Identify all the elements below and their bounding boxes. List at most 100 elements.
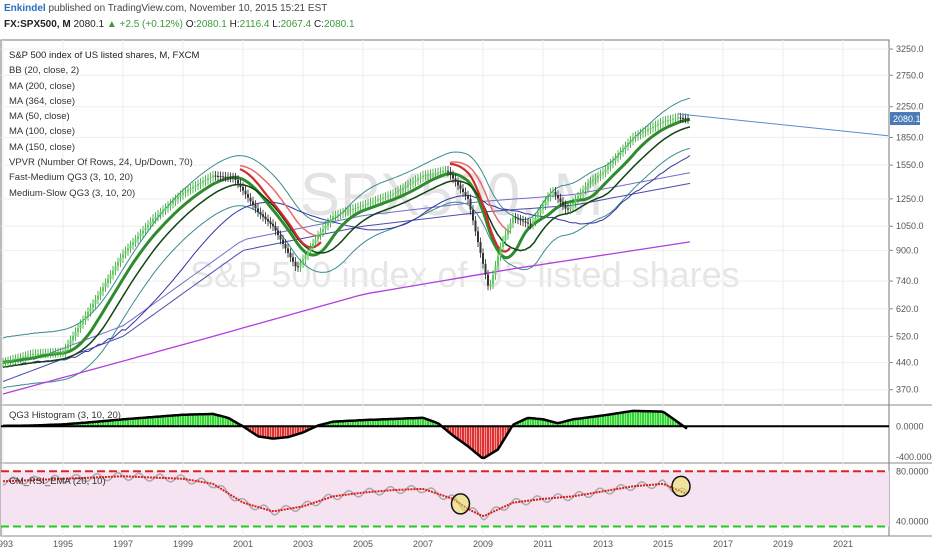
candle-body	[249, 197, 252, 202]
price-axis[interactable]: 370.0 440.0 520.0 620.0 740.0 900.0 1050.0 1250…	[889, 44, 932, 526]
open-label: O:	[185, 19, 197, 30]
histogram-label[interactable]: QG3 Histogram (3, 10, 20)	[9, 410, 121, 421]
candle-body	[502, 240, 504, 248]
candle-body	[139, 233, 142, 237]
legend-item-main[interactable]: S&P 500 index of US listed shares, M, FX…	[9, 50, 200, 61]
legend-item-ma50[interactable]: MA (50, close)	[9, 111, 70, 123]
candle-body	[677, 117, 679, 119]
candle-body	[452, 175, 454, 179]
candle-body	[419, 177, 422, 179]
candle-body	[547, 196, 549, 201]
candle-body	[449, 171, 452, 176]
candle-body	[362, 205, 364, 207]
y-tick-label: 2250.0	[896, 102, 924, 112]
candle-body	[157, 214, 159, 217]
candle-body	[519, 219, 522, 221]
rsi-tick-label: 80.0000	[896, 466, 929, 476]
candle-body	[212, 175, 214, 178]
legend-item-ma200[interactable]: MA (200, close)	[9, 80, 75, 92]
price-pane[interactable]	[2, 97, 889, 395]
published-text: published on TradingView.com, November 1…	[48, 3, 328, 14]
candle-body	[422, 175, 424, 178]
candle-body	[537, 213, 539, 218]
symbol-label[interactable]: FX:SPX500, M	[4, 19, 71, 30]
candle-body	[199, 182, 202, 185]
y-tick-label: 370.0	[896, 385, 919, 395]
candle-body	[287, 248, 289, 253]
candle-body	[462, 188, 464, 193]
legend-item-ma150[interactable]: MA (150, close)	[9, 141, 75, 153]
candle-body	[459, 185, 462, 189]
candle-body	[89, 307, 92, 312]
candle-body	[504, 234, 507, 241]
histogram-pane[interactable]	[1, 409, 889, 460]
trend-line	[677, 113, 889, 137]
x-tick-label: 2019	[773, 539, 793, 549]
candle-body	[209, 177, 212, 179]
legend-item-ma364[interactable]: MA (364, close)	[9, 95, 75, 107]
legend-item-medium-slow[interactable]: Medium-Slow QG3 (3, 10, 20)	[9, 187, 136, 199]
candle-body	[447, 170, 449, 172]
candle-body	[204, 179, 207, 182]
candle-body	[652, 126, 654, 129]
time-axis[interactable]: 1993 1995 1997 1999 2001 2003 2005 2007 2009 2011…	[0, 539, 853, 549]
x-tick-label: 2001	[233, 539, 253, 549]
candle-body	[104, 283, 107, 288]
candle-body	[272, 223, 274, 227]
candle-body	[177, 197, 179, 200]
rsi-pane[interactable]	[1, 470, 889, 528]
candle-body	[154, 216, 157, 219]
candle-body	[142, 230, 144, 234]
candle-body	[404, 186, 407, 188]
candle-body	[584, 186, 587, 190]
candle-body	[49, 352, 52, 354]
candle-body	[632, 137, 634, 141]
x-tick-label: 2015	[653, 539, 673, 549]
candle-body	[232, 177, 234, 179]
candle-body	[72, 336, 74, 341]
high-value: 2116.4	[239, 19, 270, 30]
ma-navy-line	[17, 155, 691, 366]
candle-body	[34, 353, 37, 355]
candle-body	[257, 208, 259, 212]
legend-item-bb[interactable]: BB (20, close, 2)	[9, 65, 80, 77]
author-link[interactable]: Enkindel	[4, 3, 46, 14]
candle-body	[342, 212, 344, 214]
candle-body	[252, 201, 254, 205]
candle-body	[179, 194, 182, 198]
candle-body	[619, 151, 622, 155]
candle-body	[274, 226, 277, 231]
candle-body	[259, 211, 262, 215]
candle-body	[329, 219, 332, 223]
candle-body	[184, 191, 187, 193]
candle-body	[514, 217, 517, 219]
candle-body	[574, 199, 577, 203]
candle-body	[7, 361, 9, 363]
candle-body	[577, 196, 579, 200]
candle-body	[282, 239, 284, 244]
candle-body	[399, 189, 402, 191]
candle-body	[649, 128, 652, 130]
rsi-label[interactable]: CM_RSI_EMA (20, 10)	[9, 476, 106, 487]
candle-body	[302, 259, 304, 264]
x-tick-label: 2017	[713, 539, 733, 549]
open-value: 2080.1	[196, 19, 227, 30]
candle-body	[239, 183, 242, 188]
candle-body	[604, 169, 607, 173]
candle-body	[47, 353, 49, 355]
candle-body	[134, 239, 137, 243]
candle-body	[467, 195, 469, 199]
candle-body	[322, 228, 324, 233]
legend-item-ma100[interactable]: MA (100, close)	[9, 126, 75, 138]
candle-body	[17, 358, 19, 360]
y-tick-label: 740.0	[896, 276, 919, 286]
candle-body	[102, 287, 104, 292]
candle-body	[69, 340, 72, 345]
candle-body	[14, 358, 17, 360]
legend-item-vpvr[interactable]: VPVR (Number Of Rows, 24, Up/Down, 70)	[9, 157, 193, 169]
legend-item-fast-medium[interactable]: Fast-Medium QG3 (3, 10, 20)	[9, 172, 134, 184]
candle-body	[542, 205, 544, 210]
candle-body	[442, 171, 444, 173]
low-value: 2067.4	[280, 19, 312, 30]
